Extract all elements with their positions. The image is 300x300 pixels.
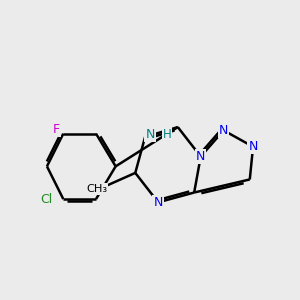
- Text: N: N: [154, 196, 163, 209]
- Text: F: F: [52, 123, 60, 136]
- Text: CH₃: CH₃: [86, 184, 107, 194]
- Text: Cl: Cl: [40, 193, 52, 206]
- Text: H: H: [163, 128, 171, 141]
- Text: N: N: [248, 140, 258, 153]
- Text: N: N: [219, 124, 228, 137]
- Text: N: N: [145, 128, 155, 141]
- Text: N: N: [196, 150, 206, 163]
